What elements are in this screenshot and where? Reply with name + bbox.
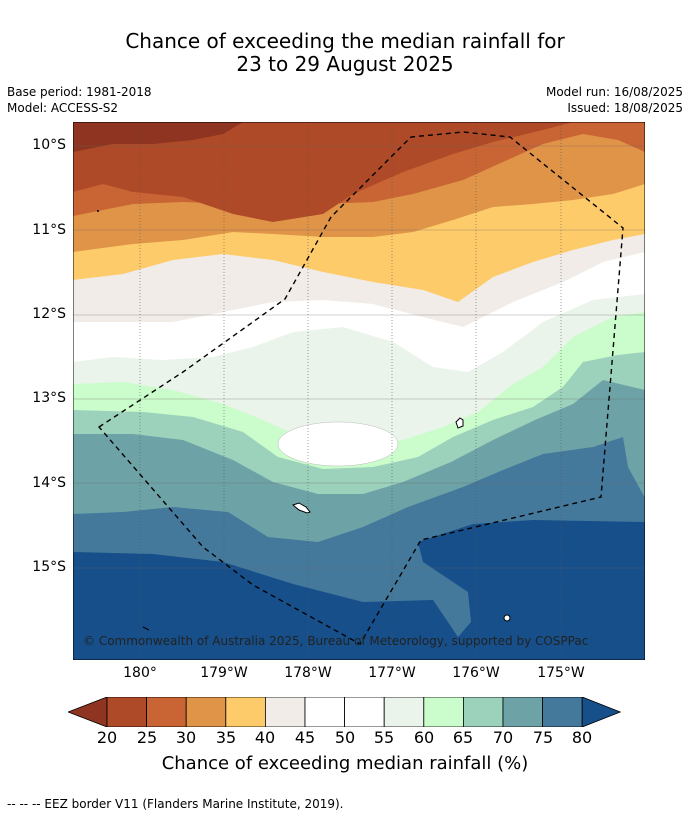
- chart-title: Chance of exceeding the median rainfall …: [0, 30, 690, 76]
- lon-label-178w: 178°W: [284, 665, 332, 681]
- legend-tick: 50: [334, 728, 356, 747]
- colorbar-cell: [383, 697, 425, 727]
- legend-tick: 80: [571, 728, 593, 747]
- island: [97, 210, 99, 212]
- model-name: Model: ACCESS-S2: [7, 101, 119, 115]
- lat-label-11s: 11°S: [32, 222, 66, 238]
- island: [455, 417, 464, 429]
- legend-tick: 20: [96, 728, 118, 747]
- legend-tick: 45: [294, 728, 316, 747]
- colorbar: [68, 697, 622, 727]
- legend-tick: 75: [532, 728, 554, 747]
- lon-label-176w: 176°W: [452, 665, 500, 681]
- lat-label-12s: 12°S: [32, 306, 66, 322]
- lat-label-10s: 10°S: [32, 137, 66, 153]
- colorbar-cell: [264, 697, 306, 727]
- colorbar-cell: [304, 697, 345, 727]
- band-below-20: [73, 122, 243, 152]
- colorbar-cell: [185, 697, 227, 727]
- eez-border: [97, 131, 624, 645]
- colorbar-cell: [542, 697, 583, 727]
- colorbar-cell: [146, 697, 187, 727]
- colorbar-cell: [462, 697, 504, 727]
- band-20-25: [73, 122, 573, 222]
- legend-tick: 55: [373, 728, 395, 747]
- legend-tick: 65: [452, 728, 474, 747]
- colorbar-extend-high: [581, 697, 622, 727]
- lon-label-179w: 179°W: [200, 665, 248, 681]
- eez-footnote: -- -- -- EEZ border V11 (Flanders Marine…: [7, 797, 344, 811]
- colorbar-cell: [423, 697, 464, 727]
- colorbar-label: Chance of exceeding median rainfall (%): [161, 753, 529, 774]
- meta-left: Base period: 1981-2018 Model: ACCESS-S2: [7, 84, 152, 116]
- legend-tick: 60: [413, 728, 435, 747]
- lat-label-15s: 15°S: [32, 559, 66, 575]
- island: [291, 502, 311, 514]
- legend-tick: 25: [136, 728, 158, 747]
- inner-minimum: [277, 421, 399, 467]
- lon-label-180: 180°: [123, 665, 157, 681]
- title-line-2: 23 to 29 August 2025: [236, 52, 454, 76]
- rainfall-map: © Commonwealth of Australia 2025, Bureau…: [73, 122, 645, 660]
- lat-label-13s: 13°S: [32, 390, 66, 406]
- lat-label-14s: 14°S: [32, 475, 66, 491]
- island: [503, 614, 511, 622]
- meta-right: Model run: 16/08/2025 Issued: 18/08/2025: [546, 84, 683, 116]
- copyright-text: © Commonwealth of Australia 2025, Bureau…: [83, 634, 588, 648]
- legend-tick: 70: [492, 728, 514, 747]
- title-line-1: Chance of exceeding the median rainfall …: [125, 29, 565, 53]
- model-run: Model run: 16/08/2025: [545, 85, 683, 99]
- lon-label-177w: 177°W: [368, 665, 416, 681]
- legend-tick: 40: [254, 728, 276, 747]
- legend-tick: 30: [175, 728, 197, 747]
- lon-label-175w: 175°W: [537, 665, 585, 681]
- colorbar-cell: [106, 697, 147, 727]
- colorbar-cell: [344, 697, 385, 727]
- colorbar-extend-low: [68, 697, 108, 727]
- issued-date: Issued: 18/08/2025: [567, 101, 683, 115]
- legend-tick: 35: [215, 728, 237, 747]
- colorbar-cell: [502, 697, 543, 727]
- colorbar-cell: [225, 697, 266, 727]
- latitude-lines: [73, 145, 645, 569]
- base-period: Base period: 1981-2018: [7, 85, 152, 99]
- island: [142, 626, 150, 631]
